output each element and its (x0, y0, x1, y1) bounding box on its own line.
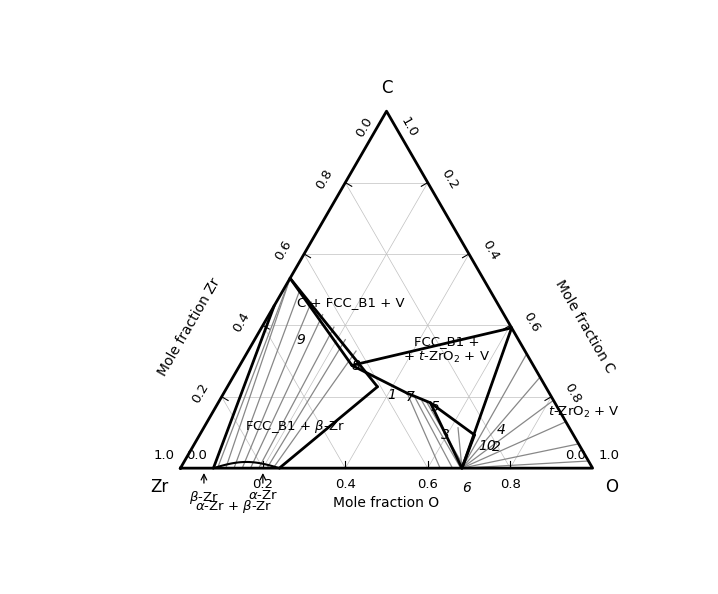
Text: 3: 3 (442, 428, 450, 443)
Text: 0.6: 0.6 (521, 310, 542, 334)
Text: 6: 6 (462, 481, 470, 495)
Text: 0.0: 0.0 (353, 115, 375, 140)
Text: O: O (605, 478, 618, 497)
Text: 10: 10 (478, 439, 496, 453)
Text: C + FCC_B1 + V: C + FCC_B1 + V (297, 296, 404, 309)
Text: 0.2: 0.2 (190, 381, 211, 406)
Text: 5: 5 (431, 400, 440, 415)
Text: 4: 4 (497, 422, 505, 437)
Text: 1.0: 1.0 (599, 449, 620, 462)
Text: 0.2: 0.2 (252, 478, 274, 491)
Text: FCC_B1 + $\beta$-Zr: FCC_B1 + $\beta$-Zr (245, 418, 345, 435)
Text: 0.0: 0.0 (566, 449, 587, 462)
Text: 1.0: 1.0 (398, 115, 420, 140)
Text: $\alpha$-Zr + $\beta$-Zr: $\alpha$-Zr + $\beta$-Zr (195, 498, 273, 515)
Text: $\alpha$-Zr: $\alpha$-Zr (248, 489, 278, 502)
Text: 0.4: 0.4 (335, 478, 355, 491)
Text: 0.0: 0.0 (187, 449, 208, 462)
Text: 0.4: 0.4 (231, 310, 253, 334)
Text: 0.6: 0.6 (272, 238, 294, 263)
Text: C: C (381, 79, 392, 97)
Text: 0.6: 0.6 (417, 478, 438, 491)
Text: $t$-ZrO$_2$ + V: $t$-ZrO$_2$ + V (549, 405, 620, 421)
Text: Mole fraction C: Mole fraction C (552, 278, 617, 375)
Text: 1.0: 1.0 (153, 449, 174, 462)
Text: 7: 7 (406, 390, 415, 404)
Text: 0.8: 0.8 (313, 167, 335, 192)
Text: Mole fraction O: Mole fraction O (333, 496, 439, 510)
Text: FCC_B1 +
+ $t$-ZrO$_2$ + V: FCC_B1 + + $t$-ZrO$_2$ + V (403, 335, 490, 365)
Text: $\beta$-Zr: $\beta$-Zr (189, 489, 219, 505)
Text: 2: 2 (492, 440, 500, 454)
Text: 0.2: 0.2 (438, 167, 460, 192)
Text: Zr: Zr (150, 478, 168, 497)
Text: 0.8: 0.8 (561, 381, 584, 406)
Text: Mole fraction Zr: Mole fraction Zr (155, 276, 223, 378)
Text: 1: 1 (387, 388, 396, 402)
Text: 0.8: 0.8 (500, 478, 521, 491)
Text: 9: 9 (296, 333, 305, 347)
Text: 8: 8 (351, 359, 360, 374)
Text: 0.4: 0.4 (480, 238, 501, 263)
